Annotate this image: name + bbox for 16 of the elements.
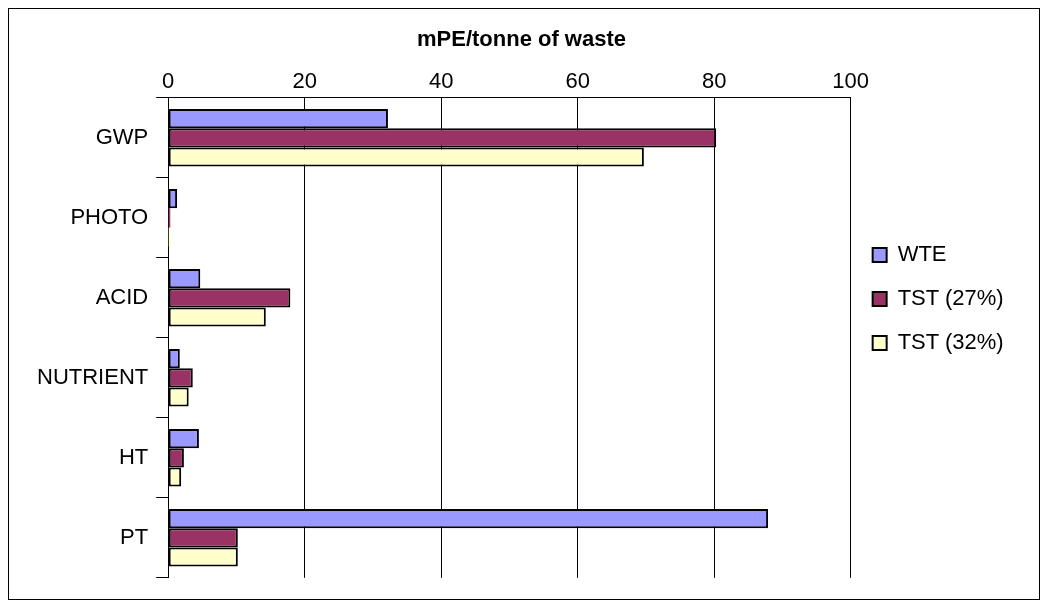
legend-label: TST (27%) xyxy=(897,285,1004,311)
x-tick-label: 100 xyxy=(832,67,870,93)
y-tick-label: PHOTO xyxy=(70,203,149,229)
y-tick-label: ACID xyxy=(95,283,149,309)
y-tick-label: PT xyxy=(120,523,149,549)
x-tick-label: 80 xyxy=(701,67,727,93)
x-tick-label: 60 xyxy=(565,67,590,93)
x-tick-label: 0 xyxy=(162,67,175,93)
y-tick-label: NUTRIENT xyxy=(37,363,149,389)
legend-label: TST (32%) xyxy=(897,329,1004,355)
x-tick-label: 40 xyxy=(428,67,454,93)
x-tick-label: 20 xyxy=(292,67,317,93)
chart-title: mPE/tonne of waste xyxy=(416,26,627,52)
y-tick-label: GWP xyxy=(95,123,149,149)
y-tick-label: HT xyxy=(118,443,149,469)
legend-label: WTE xyxy=(897,241,947,267)
